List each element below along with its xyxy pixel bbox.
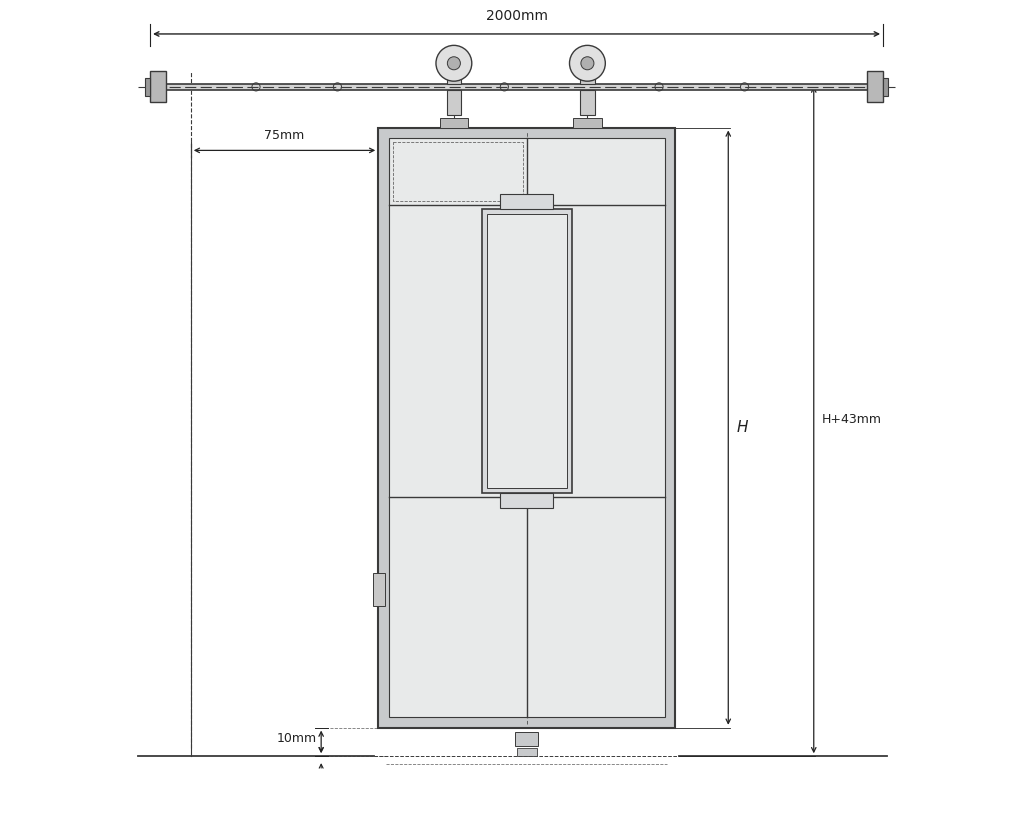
Bar xyxy=(500,493,554,507)
Bar xyxy=(867,71,883,102)
Bar xyxy=(447,59,461,83)
Bar xyxy=(516,732,538,747)
Bar xyxy=(440,118,468,127)
Bar xyxy=(166,83,867,90)
Circle shape xyxy=(581,56,593,69)
Bar xyxy=(373,574,385,606)
Circle shape xyxy=(570,46,606,81)
Bar xyxy=(482,209,572,493)
Bar xyxy=(883,78,888,96)
Circle shape xyxy=(447,56,460,69)
Bar xyxy=(580,90,594,114)
Text: H: H xyxy=(736,420,748,435)
Bar xyxy=(487,214,567,488)
Text: 75mm: 75mm xyxy=(264,129,304,142)
Bar xyxy=(500,194,554,209)
Bar xyxy=(388,138,665,717)
Bar xyxy=(146,78,151,96)
Bar xyxy=(151,71,166,102)
Circle shape xyxy=(436,46,472,81)
Bar xyxy=(447,90,461,114)
Text: 10mm: 10mm xyxy=(277,732,317,745)
Bar xyxy=(573,118,602,127)
Text: H+43mm: H+43mm xyxy=(822,413,882,426)
Text: 2000mm: 2000mm xyxy=(486,8,547,23)
Bar xyxy=(580,59,594,83)
Bar xyxy=(517,748,536,757)
Bar xyxy=(378,127,675,728)
